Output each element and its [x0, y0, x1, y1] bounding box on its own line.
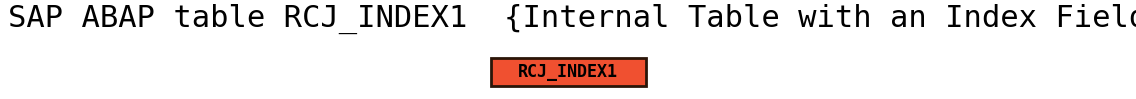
Text: SAP ABAP table RCJ_INDEX1  {Internal Table with an Index Field (like Sy-Tabix)}: SAP ABAP table RCJ_INDEX1 {Internal Tabl… [8, 4, 1136, 34]
Text: RCJ_INDEX1: RCJ_INDEX1 [518, 63, 618, 81]
Bar [491, 58, 645, 86]
